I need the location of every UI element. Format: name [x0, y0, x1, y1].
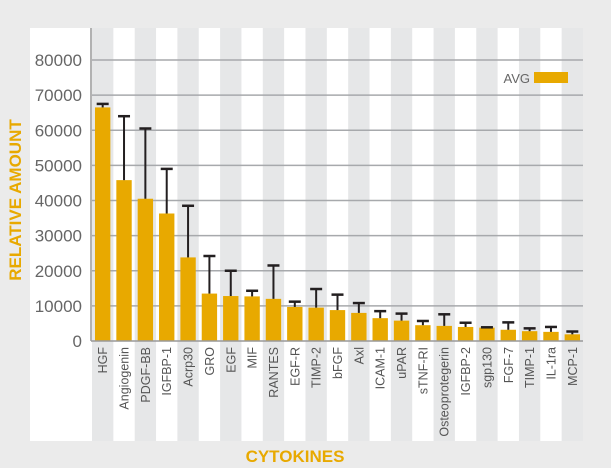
x-tick-label: Axl: [352, 347, 366, 364]
y-tick-label: 30000: [35, 227, 82, 246]
x-tick-label: bFGF: [331, 347, 345, 379]
bar: [521, 331, 538, 341]
x-tick-label: TIMP-1: [523, 347, 537, 388]
x-tick-label: ICAM-1: [374, 347, 388, 389]
bar: [265, 298, 282, 341]
x-tick-label: HGF: [96, 347, 110, 374]
y-tick-label: 10000: [35, 297, 82, 316]
bar: [500, 329, 516, 341]
x-tick-label: uPAR: [395, 347, 409, 379]
bar: [201, 293, 218, 341]
x-tick-label: Osteoprotegerin: [438, 347, 452, 437]
bar: [372, 318, 388, 341]
bar: [180, 257, 196, 341]
column-stripe: [220, 28, 242, 441]
x-tick-label: MIF: [246, 347, 260, 369]
bar: [137, 198, 154, 341]
y-tick-label: 50000: [35, 156, 82, 175]
x-tick-label: MCP-1: [566, 347, 580, 386]
bar: [116, 180, 132, 341]
column-stripe: [348, 28, 370, 441]
y-tick-label: 0: [73, 332, 82, 351]
y-tick-label: 80000: [35, 51, 82, 70]
bar: [159, 213, 175, 341]
legend-swatch: [534, 72, 568, 83]
bar: [244, 296, 260, 341]
legend-label: AVG: [504, 71, 531, 86]
bar: [308, 307, 324, 341]
x-tick-label: sgp130: [480, 347, 494, 388]
bar: [479, 327, 495, 341]
x-tick-label: EGF-R: [288, 347, 302, 386]
bar: [223, 296, 239, 341]
y-tick-label: 20000: [35, 262, 82, 281]
x-axis-title: CYTOKINES: [246, 447, 345, 466]
x-tick-label: Angiogenin: [118, 347, 132, 410]
x-tick-label: Acrp30: [182, 347, 196, 387]
bar: [564, 334, 581, 341]
y-tick-label: 40000: [35, 192, 82, 211]
bar: [543, 331, 559, 341]
x-tick-label: FGF-7: [502, 347, 516, 383]
bar: [436, 325, 452, 341]
x-tick-label: TIMP-2: [310, 347, 324, 388]
y-tick-label: 70000: [35, 86, 82, 105]
x-tick-label: PDGF-BB: [139, 347, 153, 403]
x-tick-label: IL-1ra: [544, 347, 558, 380]
bar: [415, 325, 431, 341]
x-tick-label: IGFBP-2: [459, 347, 473, 396]
y-tick-label: 60000: [35, 121, 82, 140]
y-axis-title: RELATIVE AMOUNT: [6, 119, 25, 281]
bar: [287, 306, 303, 341]
bar: [457, 326, 474, 341]
x-tick-label: RANTES: [267, 347, 281, 398]
x-tick-label: IGFBP-1: [160, 347, 174, 396]
x-tick-label: GRO: [203, 347, 217, 376]
bar: [94, 107, 111, 341]
legend: AVG: [504, 71, 568, 86]
bar: [329, 310, 346, 341]
bar: [351, 312, 367, 341]
x-tick-label: sTNF-RI: [416, 347, 430, 394]
bar: [393, 320, 410, 341]
x-tick-label: EGF: [224, 347, 238, 373]
